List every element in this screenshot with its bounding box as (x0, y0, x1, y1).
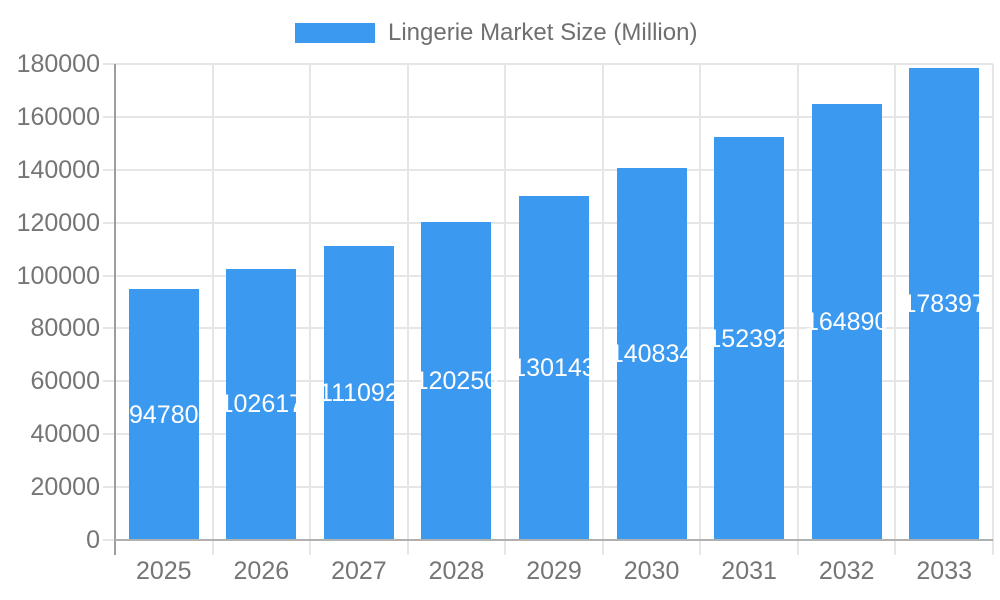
x-tick-label: 2027 (331, 557, 387, 585)
x-axis-baseline (115, 539, 993, 541)
y-axis-line (114, 64, 116, 555)
bar[interactable] (128, 289, 199, 540)
y-tick-mark (103, 221, 115, 224)
y-tick-label: 60000 (30, 367, 100, 396)
x-gridline (894, 64, 897, 555)
bar[interactable] (519, 195, 589, 540)
bar[interactable] (909, 68, 980, 540)
x-gridline (406, 64, 409, 555)
y-tick-label: 80000 (30, 314, 100, 343)
legend-swatch-icon (295, 23, 375, 43)
x-gridline (601, 64, 604, 555)
y-tick-mark (103, 63, 115, 65)
bar[interactable] (323, 246, 394, 540)
y-tick-mark (103, 486, 115, 489)
y-tick-label: 40000 (30, 420, 100, 449)
y-gridline (115, 63, 993, 65)
x-gridline (211, 64, 214, 555)
x-gridline (992, 64, 994, 555)
x-tick-label: 2032 (818, 557, 875, 585)
y-tick-label: 180000 (16, 50, 100, 78)
bar[interactable] (616, 167, 687, 540)
x-gridline (309, 64, 312, 555)
y-tick-mark (103, 539, 115, 541)
y-tick-label: 100000 (16, 261, 100, 290)
x-tick-label: 2028 (428, 557, 485, 585)
x-tick-label: 2025 (135, 557, 192, 585)
y-tick-label: 20000 (30, 473, 100, 502)
y-tick-mark (103, 168, 115, 171)
x-gridline (796, 64, 799, 555)
y-tick-label: 120000 (16, 208, 100, 237)
y-tick-mark (103, 380, 115, 383)
bar[interactable] (421, 222, 492, 540)
y-tick-label: 0 (86, 526, 100, 554)
x-tick-label: 2031 (721, 557, 777, 585)
y-tick-label: 160000 (16, 102, 100, 131)
y-tick-mark (103, 274, 115, 277)
bar[interactable] (226, 268, 297, 540)
y-gridline (115, 115, 993, 118)
y-tick-label: 140000 (16, 155, 100, 184)
bar[interactable] (714, 137, 785, 540)
x-tick-label: 2029 (526, 557, 582, 585)
y-tick-mark (103, 115, 115, 118)
y-tick-mark (103, 327, 115, 330)
x-gridline (699, 64, 702, 555)
x-gridline (504, 64, 507, 555)
legend-label: Lingerie Market Size (Million) (388, 19, 698, 46)
y-tick-mark (103, 433, 115, 436)
x-tick-label: 2030 (623, 557, 680, 585)
x-tick-label: 2033 (916, 557, 973, 585)
y-gridline (115, 168, 993, 171)
x-tick-label: 2026 (233, 557, 290, 585)
bar[interactable] (811, 103, 882, 540)
